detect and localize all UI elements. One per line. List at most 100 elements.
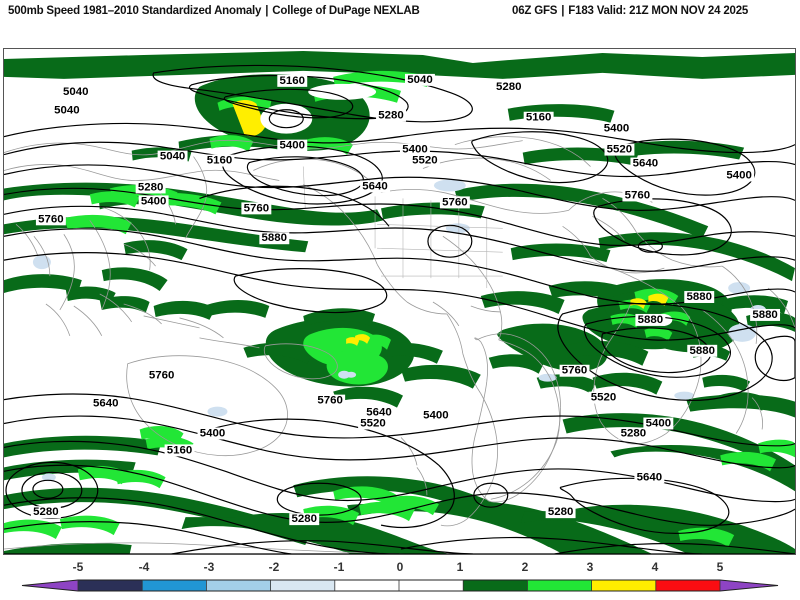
contour-label-halo bbox=[157, 150, 188, 163]
header-title-left: 500mb Speed 1981–2010 Standardized Anoma… bbox=[8, 5, 420, 17]
contour-label: 5160 bbox=[526, 112, 552, 124]
contour-label: 5760 bbox=[562, 365, 588, 377]
world-map-svg: 5040 5040 5040 5040 5160 5160 5160 5160 5280 5280… bbox=[4, 50, 795, 554]
contour-label-halo bbox=[35, 213, 66, 226]
colorbar-segment[interactable] bbox=[591, 580, 656, 591]
contour-label: 5400 bbox=[141, 195, 167, 207]
contour-label-halo bbox=[420, 409, 451, 422]
colorbar-segment[interactable] bbox=[142, 580, 207, 591]
contour-label-halo bbox=[364, 406, 395, 419]
colorbar-tick-label: 3 bbox=[586, 560, 594, 574]
contour-label: 5640 bbox=[362, 180, 388, 192]
colorbar-segment[interactable] bbox=[655, 580, 720, 591]
contour-label-halo bbox=[376, 109, 406, 122]
colorbar-segment[interactable] bbox=[334, 580, 399, 591]
contour-label-halo bbox=[90, 397, 121, 410]
contour-label: 5400 bbox=[200, 427, 226, 439]
colorbar-tick-label: 5 bbox=[716, 560, 724, 574]
contour-label-halo bbox=[277, 139, 308, 152]
colorbar-segment[interactable] bbox=[78, 580, 143, 591]
colorbar-tick-label: 2 bbox=[521, 560, 529, 574]
contour-label-halo bbox=[30, 506, 61, 519]
product-title: 500mb Speed 1981–2010 Standardized Anoma… bbox=[8, 5, 262, 17]
contour-label: 5880 bbox=[689, 345, 715, 357]
contour-label: 5280 bbox=[378, 110, 404, 122]
colorbar-under-arrow bbox=[22, 580, 78, 591]
header-separator-1: | bbox=[265, 5, 269, 17]
contour-label: 5040 bbox=[63, 86, 89, 98]
contour-label-halo bbox=[588, 391, 619, 404]
colorbar: -5 -4 -3 -2 -1 0 1 2 3 4 5 bbox=[0, 560, 800, 600]
colorbar-bar[interactable] bbox=[0, 578, 800, 594]
contour-label: 5880 bbox=[638, 314, 664, 326]
forecast-valid-time: F183 Valid: 21Z MON NOV 24 2025 bbox=[568, 5, 749, 17]
contour-label-halo bbox=[146, 369, 177, 382]
contour-label-halo bbox=[138, 195, 169, 208]
contour-label: 5280 bbox=[621, 427, 647, 439]
contour-label-halo bbox=[634, 471, 665, 484]
contour-label: 5520 bbox=[591, 392, 617, 404]
contour-label-halo bbox=[277, 74, 308, 87]
contour-label-halo bbox=[289, 513, 320, 526]
contour-label: 5160 bbox=[167, 444, 193, 456]
contour-label: 5400 bbox=[280, 140, 306, 152]
contour-label-halo bbox=[545, 506, 576, 519]
contour-label: 5520 bbox=[607, 144, 633, 156]
contour-label: 5760 bbox=[38, 213, 64, 225]
contour-label: 5400 bbox=[604, 123, 630, 135]
contour-label-halo bbox=[259, 232, 290, 245]
contour-label-halo bbox=[164, 444, 195, 457]
contour-label: 5400 bbox=[402, 144, 428, 156]
contour-label-halo bbox=[622, 189, 653, 202]
colorbar-tick-label: -4 bbox=[138, 560, 150, 574]
contour-label: 5640 bbox=[366, 407, 392, 419]
contour-label: 5280 bbox=[548, 506, 574, 518]
contour-label-halo bbox=[618, 427, 649, 440]
colorbar-segment[interactable] bbox=[270, 580, 335, 591]
contour-label: 5040 bbox=[54, 105, 80, 117]
contour-label-halo bbox=[360, 180, 391, 193]
contour-label-halo bbox=[750, 308, 781, 321]
contour-label: 5280 bbox=[138, 181, 164, 193]
contour-label-halo bbox=[635, 313, 666, 326]
contour-label-halo bbox=[51, 104, 82, 117]
colorbar-tick-label: 0 bbox=[396, 560, 404, 574]
contour-label-halo bbox=[135, 181, 166, 194]
contour-label: 5040 bbox=[407, 74, 433, 86]
contour-label: 5760 bbox=[317, 395, 343, 407]
colorbar-segment[interactable] bbox=[206, 580, 271, 591]
colorbar-tick-label: -2 bbox=[268, 560, 280, 574]
header-separator-2: | bbox=[561, 5, 565, 17]
contour-label: 5760 bbox=[625, 189, 651, 201]
colorbar-over-arrow bbox=[720, 580, 778, 591]
colorbar-tick-label: 4 bbox=[651, 560, 659, 574]
contour-label-halo bbox=[204, 154, 235, 167]
contour-label-halo bbox=[643, 417, 674, 430]
contour-label-halo bbox=[315, 394, 346, 407]
colorbar-segment[interactable] bbox=[463, 580, 528, 591]
contour-label: 5400 bbox=[646, 418, 672, 430]
contour-label-halo bbox=[684, 291, 715, 303]
header-title-right: 06Z GFS | F183 Valid: 21Z MON NOV 24 2025 bbox=[512, 5, 748, 17]
model-run: 06Z GFS bbox=[512, 5, 558, 17]
colorbar-segment[interactable] bbox=[527, 580, 592, 591]
colorbar-segment[interactable] bbox=[399, 580, 464, 591]
map-panel[interactable]: 5040 5040 5040 5040 5160 5160 5160 5160 5280 5280… bbox=[3, 48, 796, 555]
contour-label-halo bbox=[724, 169, 755, 182]
contour-label-halo bbox=[409, 154, 440, 167]
contour-label-halo bbox=[439, 196, 470, 209]
contour-label: 5160 bbox=[207, 155, 233, 167]
colorbar-tick-label: -3 bbox=[203, 560, 215, 574]
data-source: College of DuPage NEXLAB bbox=[272, 5, 420, 17]
contour-label: 5640 bbox=[633, 158, 659, 170]
contour-labels-layer: 5040 5040 5040 5040 5160 5160 5160 5160 5280 5280… bbox=[30, 73, 781, 526]
contour-label: 5760 bbox=[149, 370, 175, 382]
contour-label: 5760 bbox=[244, 202, 270, 214]
contour-label: 5520 bbox=[412, 155, 438, 167]
contour-label: 5640 bbox=[637, 471, 663, 483]
contour-label: 5160 bbox=[280, 75, 306, 87]
contour-label: 5280 bbox=[496, 81, 522, 93]
contour-label-halo bbox=[404, 73, 435, 86]
colorbar-tick-label: -1 bbox=[333, 560, 345, 574]
